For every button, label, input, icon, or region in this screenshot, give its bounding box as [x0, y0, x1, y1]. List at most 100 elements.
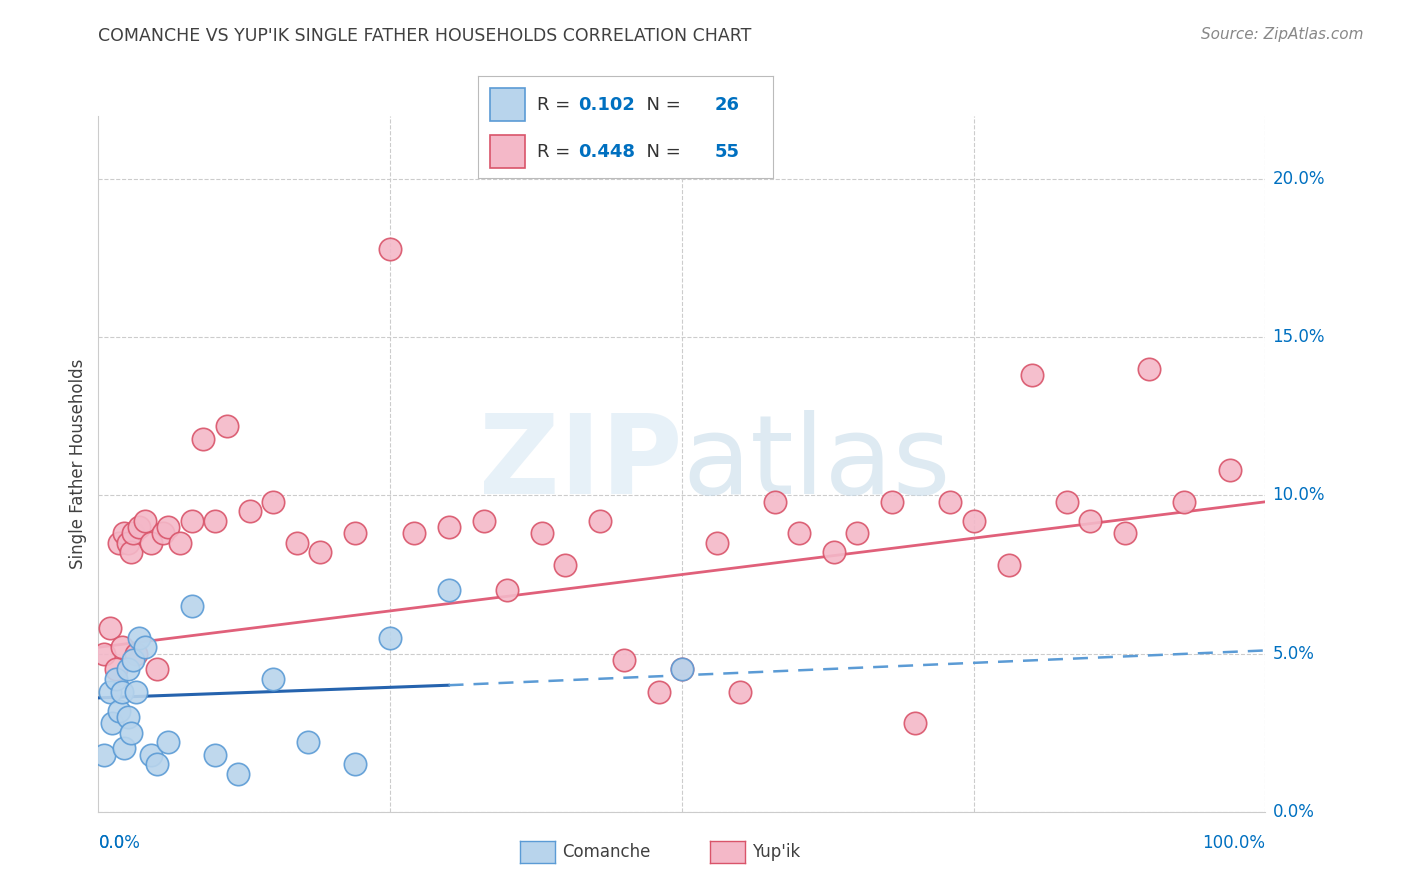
Point	[589, 514, 612, 528]
Text: N =: N =	[634, 95, 686, 113]
Point	[108, 704, 131, 718]
Point	[193, 432, 215, 446]
Point	[112, 741, 135, 756]
Text: 0.0%: 0.0%	[1272, 803, 1315, 821]
Text: 5.0%: 5.0%	[1272, 645, 1315, 663]
Point	[939, 495, 962, 509]
Point	[157, 735, 180, 749]
Point	[495, 583, 517, 598]
Text: 10.0%: 10.0%	[1272, 486, 1324, 505]
Point	[1173, 495, 1195, 509]
Point	[344, 526, 367, 541]
Point	[297, 735, 319, 749]
Point	[228, 766, 250, 780]
Point	[671, 662, 693, 676]
Point	[117, 710, 139, 724]
Point	[671, 662, 693, 676]
Point	[904, 716, 927, 731]
Point	[880, 495, 903, 509]
Point	[1219, 463, 1241, 477]
Point	[530, 526, 553, 541]
Text: 20.0%: 20.0%	[1272, 170, 1324, 188]
Text: 0.102: 0.102	[578, 95, 636, 113]
Point	[125, 647, 148, 661]
Point	[706, 536, 728, 550]
Point	[152, 526, 174, 541]
Point	[101, 716, 124, 731]
Point	[378, 242, 402, 256]
Point	[128, 631, 150, 645]
Bar	[489, 136, 526, 168]
Point	[1137, 362, 1160, 376]
Point	[112, 526, 135, 541]
Point	[344, 757, 367, 772]
Text: Source: ZipAtlas.com: Source: ZipAtlas.com	[1201, 27, 1364, 42]
Text: 15.0%: 15.0%	[1272, 328, 1324, 346]
Point	[962, 514, 984, 528]
Text: 0.0: 0.0	[98, 834, 125, 852]
Point	[146, 757, 169, 772]
Point	[139, 747, 162, 762]
Text: 0.0%: 0.0%	[98, 834, 141, 852]
Point	[117, 662, 139, 676]
Point	[134, 640, 156, 655]
Point	[612, 653, 634, 667]
Point	[730, 684, 752, 698]
Point	[215, 418, 238, 433]
Point	[93, 647, 115, 661]
Point	[554, 558, 576, 572]
Text: Comanche: Comanche	[562, 843, 651, 861]
Point	[845, 526, 868, 541]
Text: 100.0%: 100.0%	[1202, 834, 1265, 852]
Point	[128, 520, 150, 534]
Text: R =: R =	[537, 143, 576, 161]
Point	[437, 520, 460, 534]
Point	[122, 526, 145, 541]
Point	[180, 599, 202, 614]
Point	[117, 536, 139, 550]
Point	[93, 747, 115, 762]
Bar	[489, 88, 526, 121]
Point	[169, 536, 191, 550]
Point	[262, 495, 284, 509]
Text: R =: R =	[537, 95, 576, 113]
Point	[402, 526, 425, 541]
Point	[134, 514, 156, 528]
Point	[1080, 514, 1102, 528]
Point	[139, 536, 162, 550]
Point	[108, 536, 131, 550]
Point	[997, 558, 1019, 572]
Point	[239, 504, 262, 518]
Point	[262, 672, 284, 686]
Text: COMANCHE VS YUP'IK SINGLE FATHER HOUSEHOLDS CORRELATION CHART: COMANCHE VS YUP'IK SINGLE FATHER HOUSEHO…	[98, 27, 752, 45]
Text: Yup'ik: Yup'ik	[752, 843, 800, 861]
Text: ZIP: ZIP	[478, 410, 682, 517]
Text: 0.448: 0.448	[578, 143, 636, 161]
Point	[146, 662, 169, 676]
Point	[472, 514, 495, 528]
Text: 55: 55	[714, 143, 740, 161]
Point	[1114, 526, 1136, 541]
Point	[823, 545, 845, 559]
Point	[204, 514, 226, 528]
Point	[125, 684, 148, 698]
Point	[111, 640, 134, 655]
Point	[309, 545, 332, 559]
Point	[1021, 368, 1043, 383]
Point	[104, 672, 127, 686]
Point	[1056, 495, 1078, 509]
Point	[111, 684, 134, 698]
Point	[437, 583, 460, 598]
Point	[647, 684, 669, 698]
Point	[98, 621, 121, 635]
Point	[378, 631, 402, 645]
Point	[157, 520, 180, 534]
Point	[120, 725, 142, 739]
Point	[204, 747, 226, 762]
Point	[285, 536, 308, 550]
Point	[120, 545, 142, 559]
Point	[98, 684, 121, 698]
Point	[122, 653, 145, 667]
Point	[180, 514, 202, 528]
Y-axis label: Single Father Households: Single Father Households	[69, 359, 87, 569]
